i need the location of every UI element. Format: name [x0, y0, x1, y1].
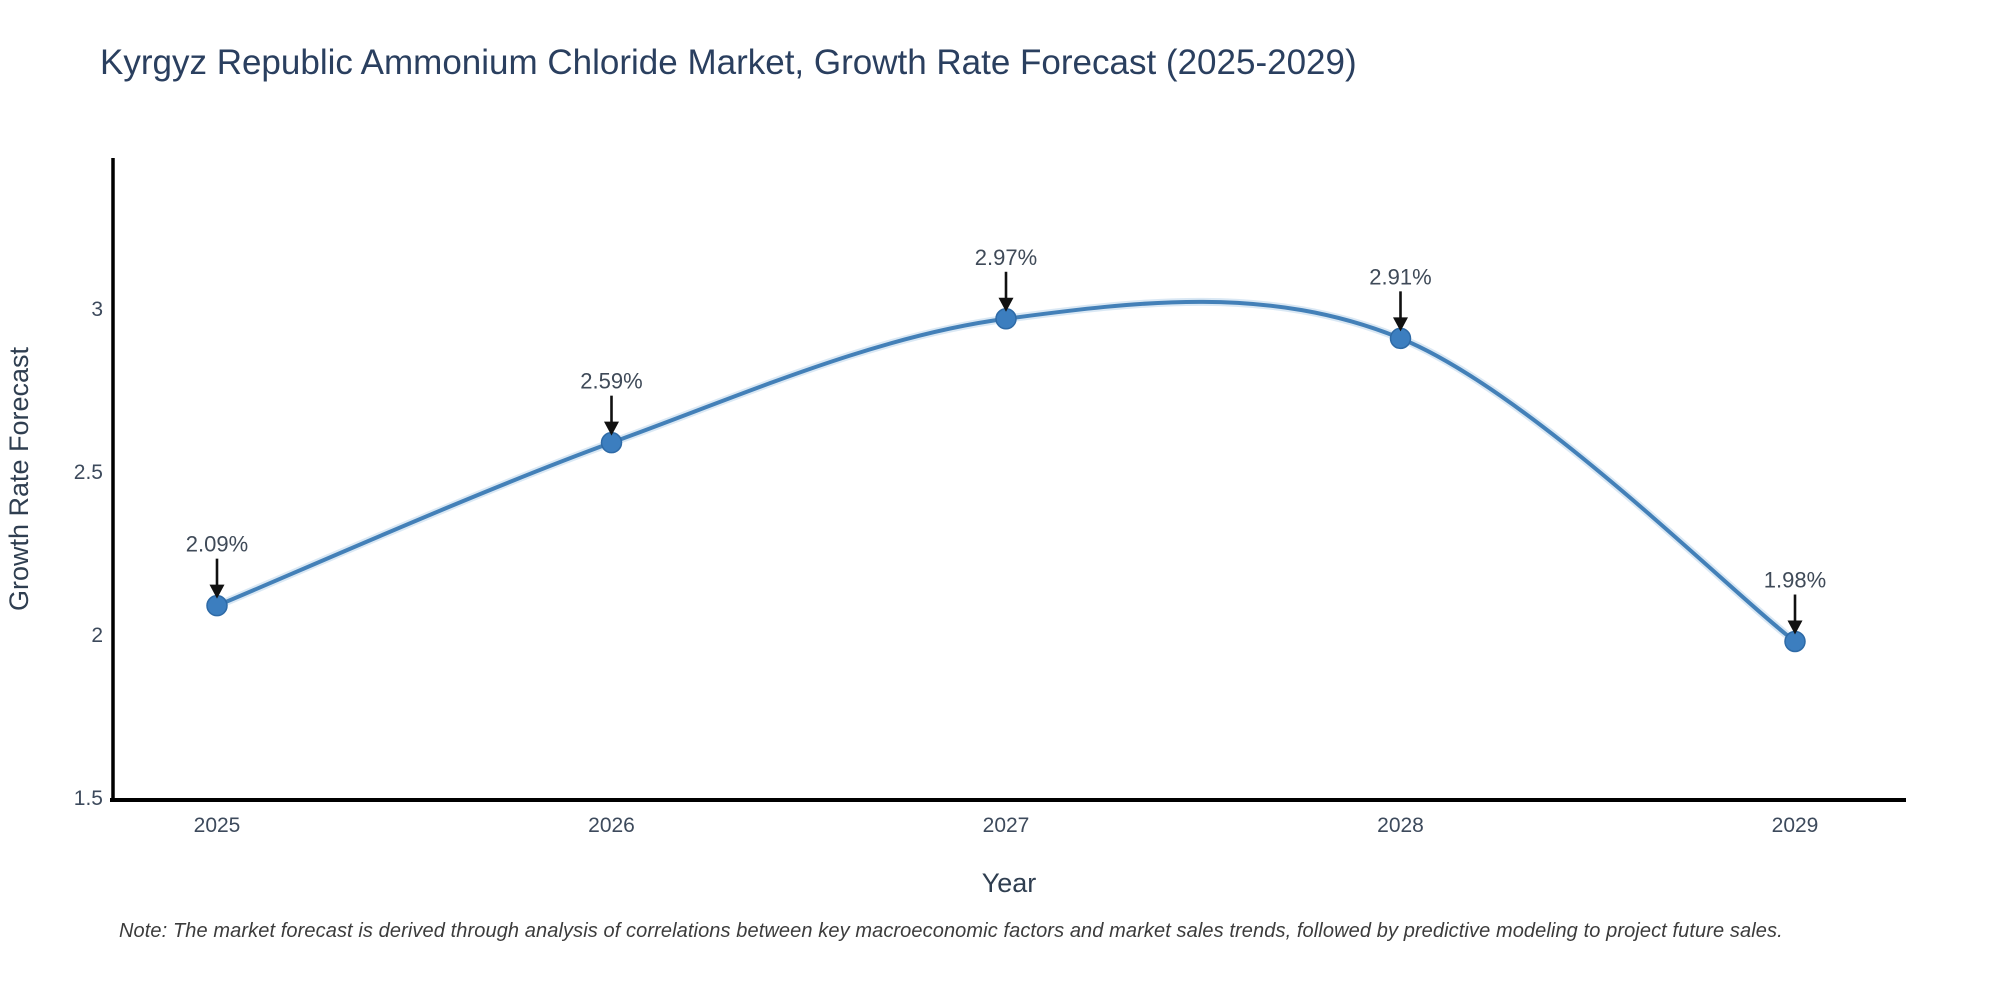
y-tick-label: 1.5 [74, 787, 103, 810]
x-tick-label: 2029 [1772, 814, 1819, 837]
annotation-arrowhead-icon [1787, 620, 1803, 635]
forecast-line [215, 299, 1797, 644]
annotation-arrowhead-icon [998, 297, 1014, 312]
x-tick-label: 2027 [983, 814, 1030, 837]
x-tick-label: 2028 [1377, 814, 1424, 837]
x-tick-label: 2026 [588, 814, 635, 837]
annotation-arrowhead-icon [1393, 317, 1408, 332]
data-point-label: 2.59% [580, 369, 642, 394]
data-point-label: 2.97% [975, 245, 1037, 270]
x-tick-label: 2025 [194, 814, 241, 837]
annotation-arrowhead-icon [604, 421, 619, 436]
y-tick-label: 3 [91, 298, 103, 321]
y-axis-title: Growth Rate Forecast [4, 346, 34, 611]
y-tick-label: 2.5 [74, 461, 103, 484]
forecast-line-halo [213, 297, 1799, 646]
chart-title: Kyrgyz Republic Ammonium Chloride Market… [100, 43, 1357, 82]
x-axis-title: Year [981, 868, 1037, 898]
data-point-label: 2.91% [1369, 264, 1431, 289]
annotation-arrowhead-icon [209, 584, 225, 599]
footnote: Note: The market forecast is derived thr… [119, 920, 1783, 942]
data-point-label: 2.09% [186, 532, 248, 557]
y-tick-label: 2 [91, 624, 103, 647]
data-point-label: 1.98% [1764, 568, 1826, 593]
